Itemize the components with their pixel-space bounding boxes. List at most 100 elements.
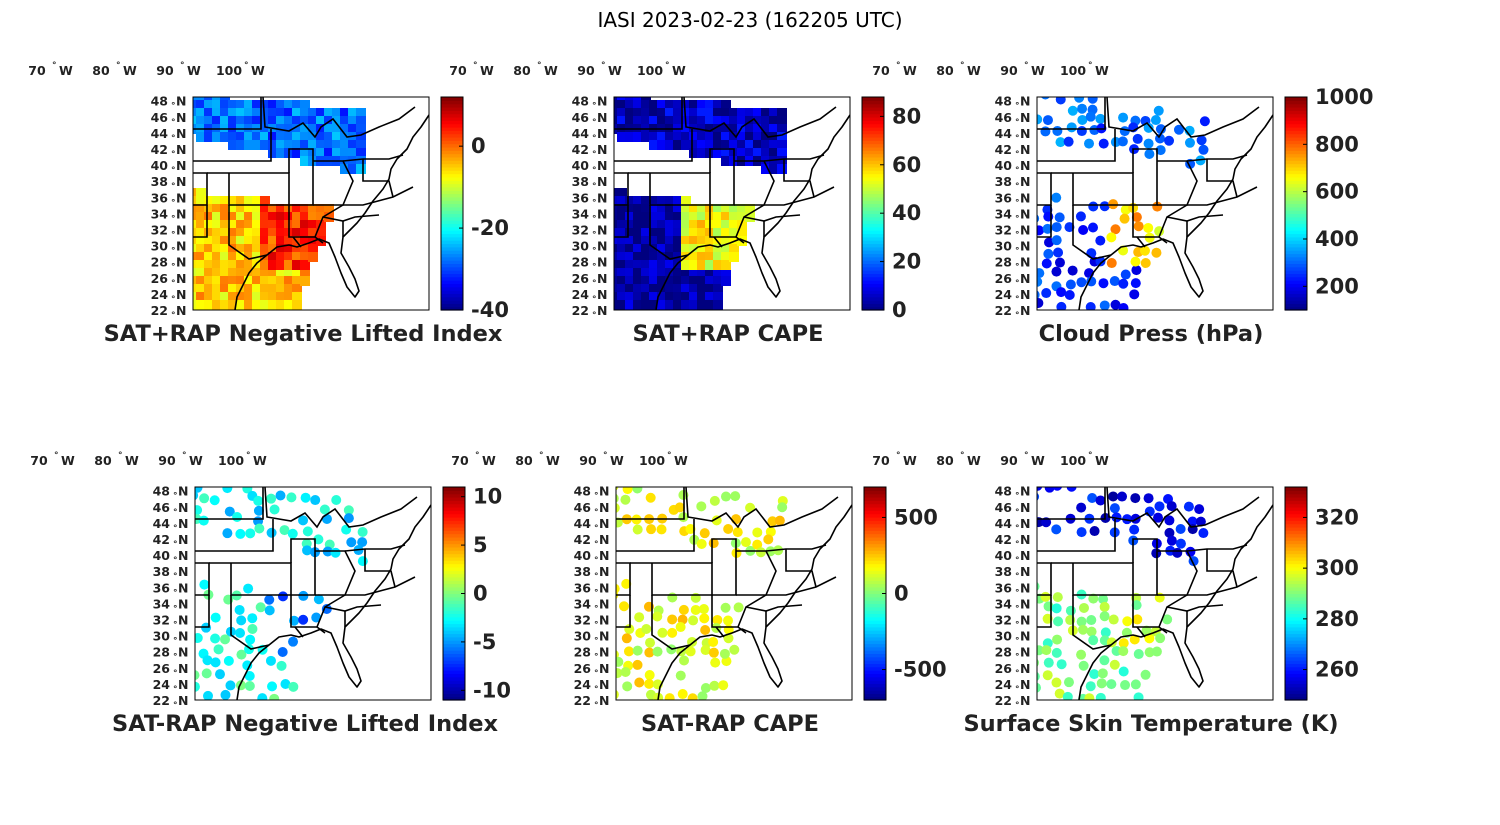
colorbar-segment [864,596,886,601]
data-cell [212,260,222,270]
colorbar-segment [862,146,884,151]
lat-tick-label: 46 [995,500,1013,515]
data-point [745,502,756,513]
lat-tick-label: 44 [153,516,171,531]
colorbar-segment [862,183,884,188]
state-border [193,205,208,238]
data-cell [284,100,294,110]
data-cell [260,100,270,110]
lat-tick-label: 28 [572,255,589,270]
data-point [1155,124,1166,135]
data-cell [356,132,366,142]
data-cell [625,108,635,118]
colorbar-segment [441,183,463,188]
degree-symbol: ° [603,451,608,461]
data-point [1041,97,1050,100]
data-point [1106,679,1117,690]
lat-tick-label: 38 [995,174,1012,189]
data-point [1053,247,1064,258]
state-border [1187,186,1258,206]
data-cell [276,212,286,222]
data-point [685,646,696,657]
data-point [1037,268,1045,279]
data-point [321,513,332,524]
data-point [255,602,266,613]
data-cell [332,124,342,134]
data-point [1122,616,1133,627]
data-cell [292,212,302,222]
colorbar-segment [1285,193,1307,198]
lat-tick-label: 26 [151,271,169,286]
data-cell [673,108,683,118]
lat-tick-label: 38 [151,174,168,189]
data-cell [236,244,246,254]
colorbar-segment [441,156,463,161]
data-cell [689,276,699,286]
state-border [1166,214,1224,222]
degree-symbol: ° [173,701,178,711]
data-point [1095,113,1106,124]
data-point [708,636,719,647]
data-cell [721,148,731,158]
colorbar-segment [441,206,463,211]
data-cell [614,236,619,246]
degree-symbol: ° [592,263,597,273]
data-cell [617,284,627,294]
colorbar-segment [443,676,465,681]
data-point [644,670,655,681]
data-point [1143,493,1154,504]
data-cell [737,108,747,118]
data-point [265,655,276,666]
colorbar-segment [1285,523,1307,528]
lon-tick-label: 80 [94,453,112,468]
colorbar-segment [441,200,463,205]
data-cell [761,132,771,142]
data-cell [689,132,699,142]
data-cell [761,124,771,134]
data-point [319,504,330,515]
data-cell [212,300,222,310]
colorbar-segment [1285,513,1307,518]
degree-symbol: ° [173,621,178,631]
data-point [696,538,707,549]
degree-symbol: ° [592,134,597,144]
state-border [1037,562,1052,596]
data-cell [705,140,715,150]
lat-hemisphere-label: N [597,94,607,109]
degree-symbol: ° [171,214,176,224]
colorbar-segment [441,196,463,201]
colorbar-segment [443,673,465,678]
data-cell [721,268,731,278]
data-point [1051,266,1062,277]
data-point [210,657,221,668]
degree-symbol: ° [171,150,176,160]
data-point [616,668,623,679]
colorbar-segment [862,243,884,248]
data-point [1040,126,1051,137]
lat-tick-label: 28 [153,645,170,660]
state-border [1187,576,1258,596]
data-cell [665,220,675,230]
data-cell [252,204,262,214]
data-cell [614,220,619,230]
lat-hemisphere-label: N [597,110,607,125]
data-point [708,538,719,549]
data-cell [260,236,270,246]
colorbar-segment [443,536,465,541]
data-point [730,491,741,502]
data-cell [340,124,350,134]
data-cell [649,268,659,278]
data-cell [300,252,310,262]
colorbar-segment [443,580,465,585]
degree-symbol: ° [52,61,57,71]
lon-hemisphere-label: W [608,63,622,78]
lat-hemisphere-label: N [178,596,188,611]
data-cell [340,148,350,158]
lat-tick-label: 30 [995,239,1013,254]
data-cell [228,196,238,206]
colorbar-segment [441,243,463,248]
data-point [1117,136,1128,147]
data-cell [657,236,667,246]
data-point [214,669,225,680]
